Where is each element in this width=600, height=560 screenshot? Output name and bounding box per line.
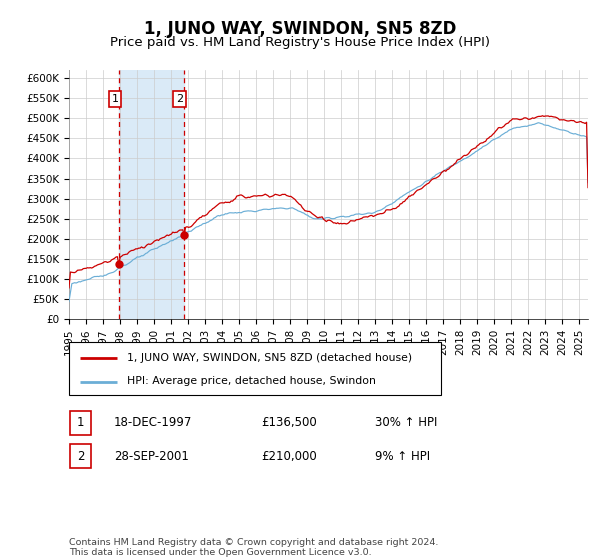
FancyBboxPatch shape: [70, 410, 91, 435]
Text: HPI: Average price, detached house, Swindon: HPI: Average price, detached house, Swin…: [127, 376, 376, 386]
Text: 2: 2: [176, 94, 183, 104]
Text: 1: 1: [77, 416, 84, 430]
Text: 1: 1: [112, 94, 119, 104]
Bar: [119, 70, 184, 319]
FancyBboxPatch shape: [70, 444, 91, 469]
FancyBboxPatch shape: [69, 342, 441, 395]
Text: Price paid vs. HM Land Registry's House Price Index (HPI): Price paid vs. HM Land Registry's House …: [110, 36, 490, 49]
Text: 1, JUNO WAY, SWINDON, SN5 8ZD: 1, JUNO WAY, SWINDON, SN5 8ZD: [144, 20, 456, 38]
Text: £210,000: £210,000: [261, 450, 317, 463]
Text: Contains HM Land Registry data © Crown copyright and database right 2024.
This d: Contains HM Land Registry data © Crown c…: [69, 538, 439, 557]
Text: 9% ↑ HPI: 9% ↑ HPI: [375, 450, 430, 463]
Text: £136,500: £136,500: [261, 416, 317, 430]
Text: 1, JUNO WAY, SWINDON, SN5 8ZD (detached house): 1, JUNO WAY, SWINDON, SN5 8ZD (detached …: [127, 353, 412, 362]
Text: 28-SEP-2001: 28-SEP-2001: [114, 450, 189, 463]
Text: 2: 2: [77, 450, 84, 463]
Text: 18-DEC-1997: 18-DEC-1997: [114, 416, 193, 430]
Text: 30% ↑ HPI: 30% ↑ HPI: [375, 416, 437, 430]
